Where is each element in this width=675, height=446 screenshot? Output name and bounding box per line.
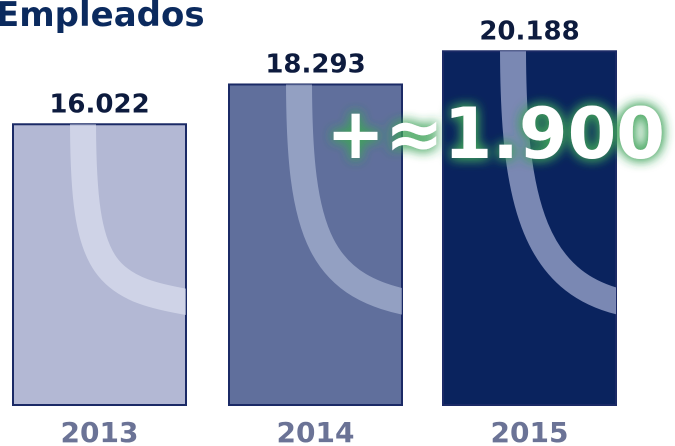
- chart-title: Empleados: [0, 0, 205, 35]
- bar-decoration: [500, 51, 616, 315]
- x-tick-label: 2014: [277, 416, 355, 446]
- bar-decoration: [70, 124, 186, 316]
- x-tick-label: 2013: [61, 416, 139, 446]
- x-tick-label: 2015: [491, 416, 569, 446]
- value-label: 16.022: [49, 89, 149, 119]
- bar-decoration: [286, 84, 402, 315]
- annotation: +≈1.900: [326, 93, 665, 175]
- value-label: 20.188: [479, 16, 579, 46]
- bars: 16.022 2013 18.293 2014 20.188 2015: [12, 16, 617, 446]
- value-label: 18.293: [265, 49, 365, 79]
